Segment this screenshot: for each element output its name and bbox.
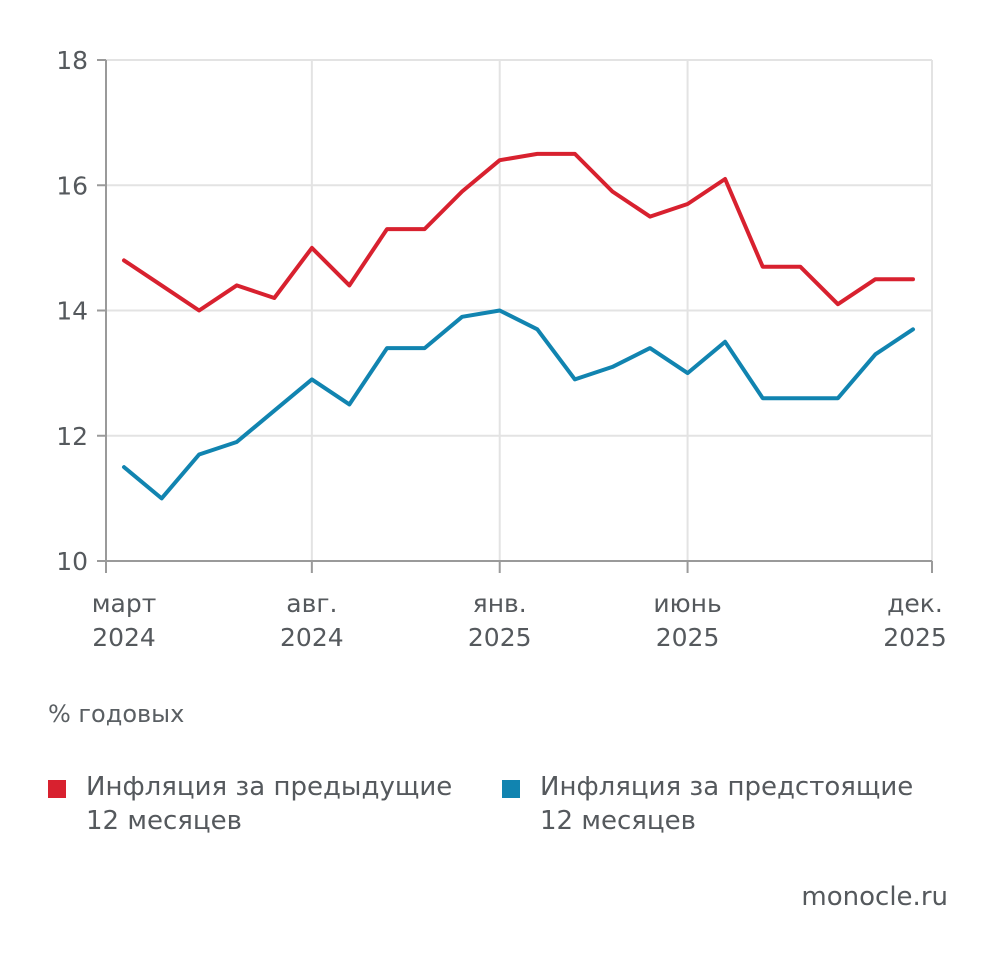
- y-unit-label: % годовых: [48, 700, 185, 728]
- x-tick-label-year: 2024: [92, 623, 156, 652]
- y-tick-label: 10: [56, 547, 88, 576]
- y-tick-label: 16: [56, 171, 88, 200]
- legend-label-line1: Инфляция за предстоящие: [540, 772, 914, 802]
- y-tick-label: 12: [56, 422, 88, 451]
- x-tick-label-year: 2024: [280, 623, 344, 652]
- line-chart: 10 12 14 16 18 март 2024 авг. 2024 янв. 2025 июнь 2…: [56, 46, 947, 652]
- legend-label-line2: 12 месяцев: [540, 806, 696, 836]
- axes: [97, 59, 933, 573]
- legend-swatch-blue: [502, 780, 520, 798]
- legend-label-line1: Инфляция за предыдущие: [86, 772, 453, 802]
- series-line-next-12-months: [122, 308, 915, 501]
- y-tick-label: 18: [56, 46, 88, 75]
- grid-lines: [106, 59, 933, 561]
- legend-label: Инфляция за предстоящие 12 месяцев: [540, 770, 920, 838]
- series-lines: [122, 151, 915, 501]
- x-tick-label-year: 2025: [656, 623, 720, 652]
- y-tick-label: 14: [56, 297, 88, 326]
- legend-label-line2: 12 месяцев: [86, 806, 242, 836]
- x-tick-label-month: янв.: [473, 589, 527, 618]
- series-line-previous-12-months: [122, 151, 915, 313]
- x-tick-label-month: июнь: [653, 589, 721, 618]
- legend-label: Инфляция за предыдущие 12 месяцев: [86, 770, 466, 838]
- x-tick-label-month: март: [92, 589, 157, 618]
- x-tick-label-year: 2025: [468, 623, 532, 652]
- x-tick-labels: март 2024 авг. 2024 янв. 2025 июнь 2025 дек. 2025: [92, 589, 947, 652]
- legend-swatch-red: [48, 780, 66, 798]
- source-credit: monocle.ru: [801, 882, 948, 912]
- x-tick-label-month: дек.: [887, 589, 943, 618]
- x-tick-label-month: авг.: [286, 589, 337, 618]
- x-tick-label-year: 2025: [883, 623, 947, 652]
- y-tick-labels: 10 12 14 16 18: [56, 46, 88, 576]
